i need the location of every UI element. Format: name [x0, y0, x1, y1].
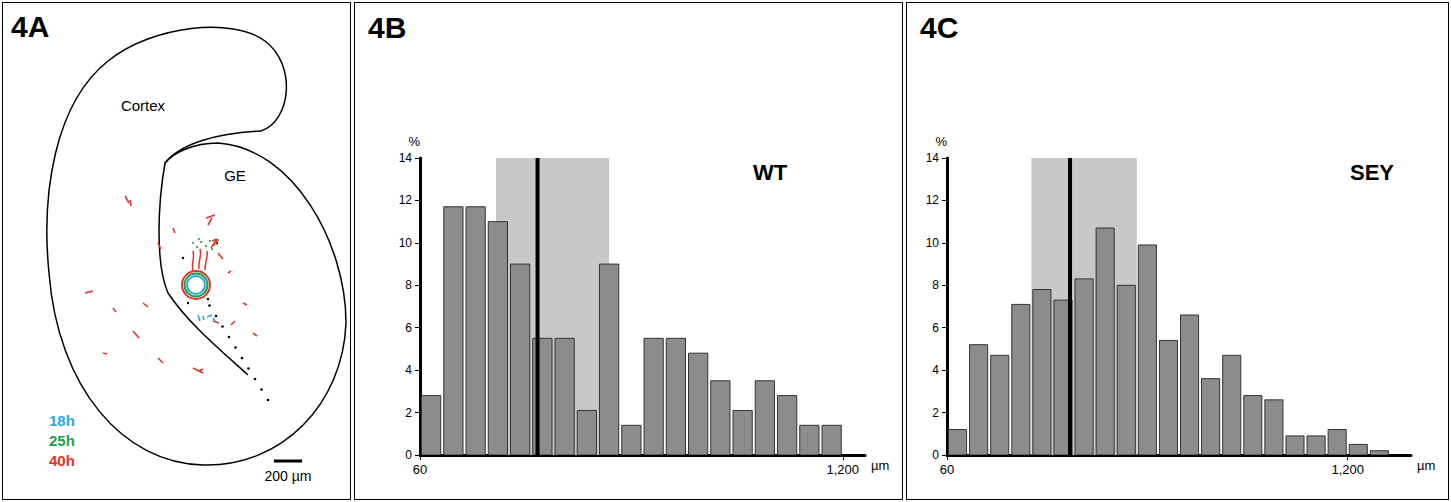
- svg-text:8: 8: [932, 278, 939, 292]
- svg-text:12: 12: [399, 193, 413, 207]
- svg-text:0: 0: [932, 448, 939, 462]
- svg-text:GE: GE: [224, 167, 246, 184]
- svg-text:60: 60: [940, 462, 954, 477]
- svg-text:SEY: SEY: [1350, 160, 1394, 185]
- svg-text:4: 4: [932, 363, 939, 377]
- svg-text:0: 0: [405, 448, 412, 462]
- svg-text:14: 14: [399, 151, 413, 165]
- svg-text:14: 14: [926, 151, 940, 165]
- svg-text:10: 10: [399, 236, 413, 250]
- svg-text:200 µm: 200 µm: [265, 468, 312, 484]
- svg-text:8: 8: [405, 278, 412, 292]
- svg-text:µm: µm: [871, 458, 889, 473]
- svg-text:18h: 18h: [49, 412, 75, 429]
- svg-text:2: 2: [932, 406, 939, 420]
- svg-text:25h: 25h: [49, 432, 75, 449]
- svg-text:%: %: [935, 134, 947, 149]
- svg-text:4C: 4C: [920, 11, 958, 44]
- svg-text:µm: µm: [1417, 458, 1435, 473]
- svg-text:%: %: [408, 134, 420, 149]
- svg-text:10: 10: [926, 236, 940, 250]
- svg-text:4: 4: [405, 363, 412, 377]
- svg-text:Cortex: Cortex: [121, 97, 166, 114]
- svg-text:4B: 4B: [368, 11, 406, 44]
- svg-text:40h: 40h: [49, 452, 75, 469]
- svg-text:6: 6: [932, 321, 939, 335]
- svg-text:1,200: 1,200: [826, 462, 859, 477]
- svg-text:6: 6: [405, 321, 412, 335]
- svg-text:12: 12: [926, 193, 940, 207]
- svg-text:2: 2: [405, 406, 412, 420]
- svg-text:60: 60: [413, 462, 427, 477]
- svg-text:WT: WT: [753, 160, 788, 185]
- svg-text:4A: 4A: [11, 10, 49, 43]
- svg-text:1,200: 1,200: [1331, 462, 1364, 477]
